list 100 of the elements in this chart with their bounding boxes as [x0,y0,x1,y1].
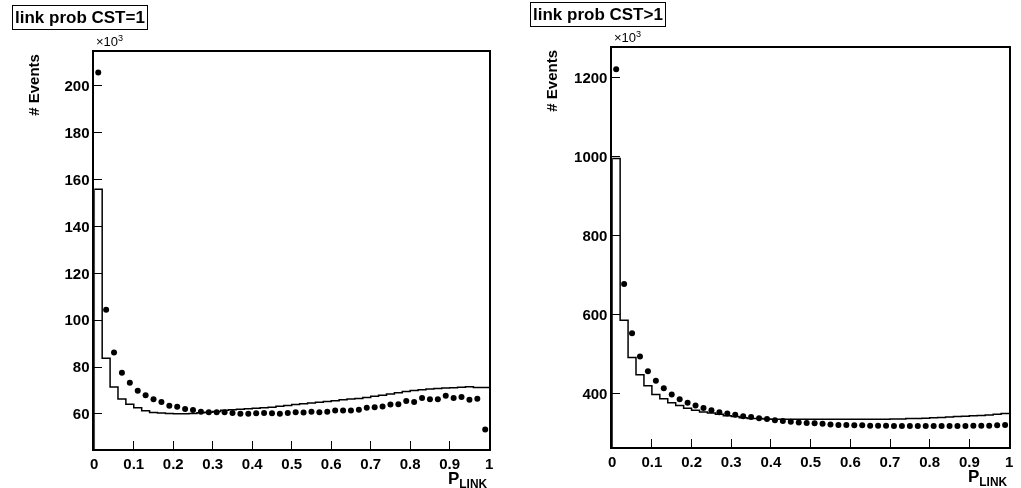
point [875,422,882,429]
point [890,423,897,430]
point [986,422,993,429]
point [111,349,118,356]
point [652,377,659,384]
point [803,419,810,426]
point [190,407,197,414]
point [426,396,433,403]
point [668,391,675,398]
point [174,403,181,410]
point [395,401,402,408]
point [340,407,347,414]
chart-title: link prob CST>1 [533,5,663,24]
point [819,420,826,427]
point [946,423,953,430]
y-tick-label: 1000 [574,147,608,165]
x-tick-label: 0.2 [681,452,702,470]
point [970,422,977,429]
y-tick-label: 80 [72,358,90,376]
point [221,409,228,416]
point [851,422,858,429]
y-tick-label: 180 [64,124,90,142]
y-tick-label: 160 [64,170,90,188]
point [660,385,667,392]
point [930,423,937,430]
point [126,379,133,386]
point [300,409,307,416]
x-tick-label: 0 [90,454,99,472]
x-tick-label: 0.5 [281,454,303,472]
point [811,420,818,427]
y-tick-label: 1200 [574,68,608,86]
point [158,398,165,405]
point [613,66,620,73]
y-tick-label: 120 [64,264,90,282]
y-axis-title: # Events [24,54,42,116]
x-tick-label: 0.7 [879,452,901,470]
x-tick-label: 0.9 [439,454,461,472]
point [284,409,291,416]
point [379,403,386,410]
y-tick-label: 200 [64,77,90,95]
point [676,396,683,403]
x-tick-label: 0.1 [123,454,145,472]
x-tick-label: 0 [608,452,617,470]
x-tick-label: 0.3 [202,454,224,472]
point [724,410,731,417]
point [205,409,212,416]
point [213,409,220,416]
point [308,408,315,415]
point [914,423,921,430]
y-axis-title: # Events [542,49,560,112]
x-tick-label: 0.3 [720,452,742,470]
point [316,409,323,416]
point [827,421,834,428]
point [292,409,299,416]
point [629,330,636,337]
x-tick-label: 0.6 [839,452,861,470]
y-tick-label: 60 [72,405,90,423]
point [347,407,354,414]
point [268,410,275,417]
point [843,421,850,428]
point [182,405,189,412]
point [716,409,723,416]
x-tick-label: 0.4 [760,452,783,470]
point [95,69,102,76]
x-tick-label: 0.5 [800,452,822,470]
point [771,417,778,424]
point [276,410,283,417]
x-tick-label: 0.8 [399,454,421,472]
point [355,406,362,413]
point [954,423,961,430]
point [253,410,260,417]
point [118,369,125,376]
point [748,414,755,421]
point [835,421,842,428]
point [994,422,1001,429]
point [403,397,410,404]
point [763,415,770,422]
y-tick-label: 140 [64,217,90,235]
x-tick-label: 0.2 [162,454,184,472]
x-tick-label: 0.8 [919,452,941,470]
x-tick-label: 0.7 [360,454,382,472]
x-tick-label: 0.1 [641,452,663,470]
point [245,410,252,417]
point [261,409,268,416]
x-tick-label: 0.4 [241,454,264,472]
point [466,396,473,403]
point [938,423,945,430]
point [787,418,794,425]
point [166,402,173,409]
point [1002,421,1009,428]
point [708,407,715,414]
y-tick-label: 800 [582,226,608,244]
point [324,408,331,415]
point [387,401,394,408]
point [978,422,985,429]
point [142,392,149,399]
y-tick-label: 100 [64,311,90,329]
point [229,409,236,416]
x-tick-label: 1 [1004,452,1014,470]
point [442,392,449,399]
